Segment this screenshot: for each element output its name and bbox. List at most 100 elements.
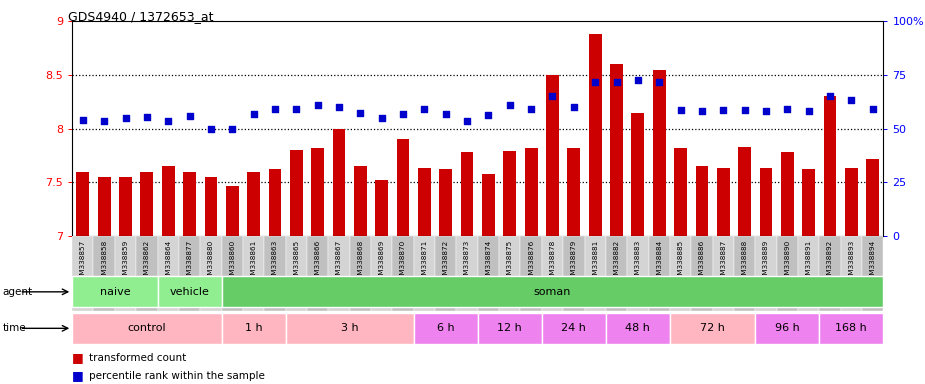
Text: 168 h: 168 h — [835, 323, 868, 333]
Text: control: control — [128, 323, 166, 333]
Bar — [759, 169, 772, 236]
Bar — [542, 313, 606, 344]
Text: 6 h: 6 h — [437, 323, 454, 333]
Text: GSM338857: GSM338857 — [80, 240, 86, 284]
Bar — [418, 169, 431, 236]
Text: soman: soman — [534, 287, 571, 297]
Text: GSM338883: GSM338883 — [635, 240, 641, 284]
Bar — [413, 236, 435, 311]
Bar — [435, 236, 456, 311]
Bar — [521, 236, 542, 311]
Bar — [867, 159, 879, 236]
Bar — [222, 276, 883, 307]
Point — [481, 112, 496, 118]
Point — [417, 106, 432, 113]
Text: GSM338888: GSM338888 — [742, 240, 747, 284]
Point — [267, 106, 282, 113]
Bar — [738, 147, 751, 236]
Bar — [376, 180, 388, 236]
Bar — [461, 152, 474, 236]
Text: GSM338868: GSM338868 — [357, 240, 364, 284]
Point — [182, 113, 197, 119]
Bar — [397, 139, 410, 236]
Bar — [439, 169, 452, 236]
Point — [631, 77, 646, 83]
Text: 1 h: 1 h — [245, 323, 263, 333]
Point — [673, 107, 688, 113]
Bar — [546, 75, 559, 236]
Bar — [524, 148, 537, 236]
Text: GSM338872: GSM338872 — [443, 240, 449, 284]
Point — [161, 118, 176, 124]
Bar — [268, 169, 281, 236]
Point — [524, 106, 538, 113]
Bar — [712, 236, 734, 311]
Bar — [179, 236, 200, 311]
Bar — [222, 313, 286, 344]
Bar — [456, 236, 477, 311]
Text: GSM338866: GSM338866 — [314, 240, 321, 284]
Bar — [823, 96, 836, 236]
Bar — [653, 70, 666, 236]
Text: 96 h: 96 h — [775, 323, 800, 333]
Point — [844, 96, 858, 103]
Bar — [162, 166, 175, 236]
Point — [331, 104, 346, 110]
Bar — [717, 169, 730, 236]
Text: GSM338864: GSM338864 — [166, 240, 171, 284]
Bar — [648, 236, 670, 311]
Text: GSM338892: GSM338892 — [827, 240, 833, 284]
Bar — [567, 148, 580, 236]
Text: GSM338879: GSM338879 — [571, 240, 577, 284]
Point — [140, 114, 154, 120]
Bar — [696, 166, 709, 236]
Bar — [585, 236, 606, 311]
Bar — [627, 236, 648, 311]
Bar — [820, 313, 883, 344]
Text: agent: agent — [3, 287, 33, 297]
Point — [716, 107, 731, 113]
Bar — [243, 236, 265, 311]
Text: ■: ■ — [72, 351, 84, 364]
Bar — [183, 172, 196, 236]
Text: naive: naive — [100, 287, 130, 297]
Bar — [371, 236, 392, 311]
Text: GSM338890: GSM338890 — [784, 240, 790, 284]
Bar — [157, 276, 222, 307]
Text: GSM338873: GSM338873 — [464, 240, 470, 284]
Bar — [734, 236, 756, 311]
Point — [246, 111, 261, 117]
Point — [97, 118, 112, 124]
Text: GDS4940 / 1372653_at: GDS4940 / 1372653_at — [68, 10, 213, 23]
Bar — [328, 236, 350, 311]
Bar — [354, 166, 366, 236]
Bar — [265, 236, 286, 311]
Text: GSM338860: GSM338860 — [229, 240, 235, 284]
Bar — [204, 177, 217, 236]
Point — [204, 126, 218, 132]
Point — [396, 111, 411, 117]
Text: GSM338862: GSM338862 — [144, 240, 150, 284]
Bar — [72, 236, 93, 311]
Text: GSM338882: GSM338882 — [613, 240, 620, 284]
Bar — [632, 113, 645, 236]
Bar — [157, 236, 179, 311]
Bar — [563, 236, 585, 311]
Text: GSM338870: GSM338870 — [400, 240, 406, 284]
Bar — [674, 148, 687, 236]
Bar — [477, 236, 500, 311]
Point — [545, 93, 560, 99]
Bar — [141, 172, 154, 236]
Text: 24 h: 24 h — [561, 323, 586, 333]
Bar — [820, 236, 841, 311]
Bar — [119, 177, 132, 236]
Bar — [98, 177, 111, 236]
Bar — [478, 313, 542, 344]
Bar — [802, 169, 815, 236]
Point — [310, 102, 325, 108]
Point — [460, 118, 475, 124]
Text: GSM338889: GSM338889 — [763, 240, 769, 284]
Text: GSM338877: GSM338877 — [187, 240, 192, 284]
Bar — [756, 236, 777, 311]
Bar — [350, 236, 371, 311]
